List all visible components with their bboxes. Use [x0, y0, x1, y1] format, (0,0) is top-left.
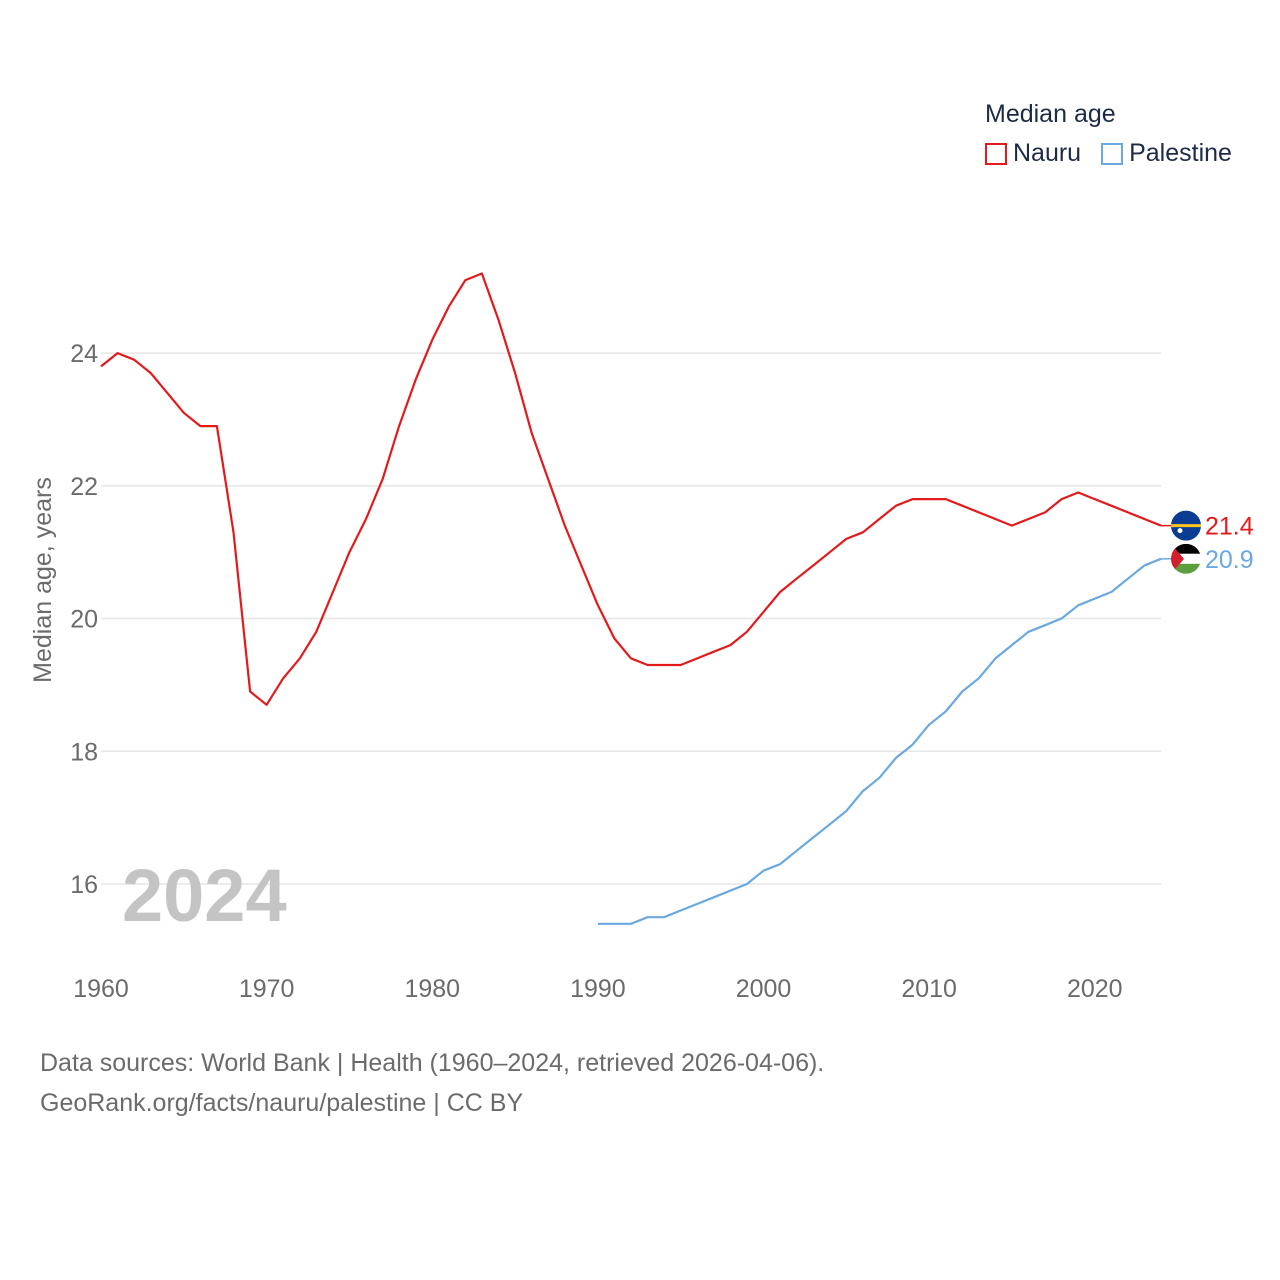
x-tick-label: 1970: [239, 975, 295, 1003]
palestine-flag-icon: [1171, 543, 1201, 574]
legend-swatch-palestine: [1101, 142, 1124, 165]
y-tick-label: 24: [70, 340, 98, 368]
legend-label-palestine: Palestine: [1129, 139, 1232, 167]
x-tick-label: 2000: [736, 975, 792, 1003]
footer: Data sources: World Bank | Health (1960–…: [40, 1043, 824, 1123]
series-line-nauru: [100, 272, 1162, 706]
x-tick-label: 1960: [73, 975, 129, 1003]
gridlines: [101, 352, 1161, 885]
x-tick-labels: 1960 1970 1980 1990 2000 2010 2020: [73, 975, 1122, 1003]
series-line-palestine: [597, 557, 1162, 925]
legend-title: Median age: [985, 100, 1116, 128]
end-value-label-palestine: 20.9: [1205, 546, 1254, 574]
legend-item-palestine[interactable]: Palestine: [1101, 139, 1232, 168]
y-tick-label: 20: [70, 606, 98, 634]
y-tick-labels: 16 18 20 22 24: [70, 340, 98, 899]
y-tick-label: 22: [70, 473, 98, 501]
x-tick-label: 1990: [570, 975, 626, 1003]
legend: Median age Nauru Palestine: [985, 100, 1252, 168]
legend-item-nauru[interactable]: Nauru: [985, 139, 1081, 168]
year-watermark: 2024: [122, 854, 287, 937]
x-tick-label: 1980: [404, 975, 460, 1003]
y-tick-label: 16: [70, 871, 98, 899]
nauru-flag-icon: [1171, 510, 1201, 541]
end-value-label-nauru: 21.4: [1205, 513, 1254, 541]
source-link[interactable]: GeoRank.org/facts/nauru/palestine: [40, 1089, 427, 1117]
x-tick-label: 2020: [1067, 975, 1123, 1003]
series-lines: [100, 272, 1162, 925]
end-markers: 21.4 20.9: [1161, 510, 1254, 574]
data-sources-text: Data sources: World Bank | Health (1960–…: [40, 1049, 825, 1077]
license-text: | CC BY: [426, 1089, 524, 1117]
legend-swatch-nauru: [985, 142, 1007, 165]
y-axis-label: Median age, years: [29, 477, 57, 683]
x-tick-label: 2010: [901, 975, 957, 1003]
legend-label-nauru: Nauru: [1013, 139, 1082, 167]
y-tick-label: 18: [70, 738, 98, 766]
